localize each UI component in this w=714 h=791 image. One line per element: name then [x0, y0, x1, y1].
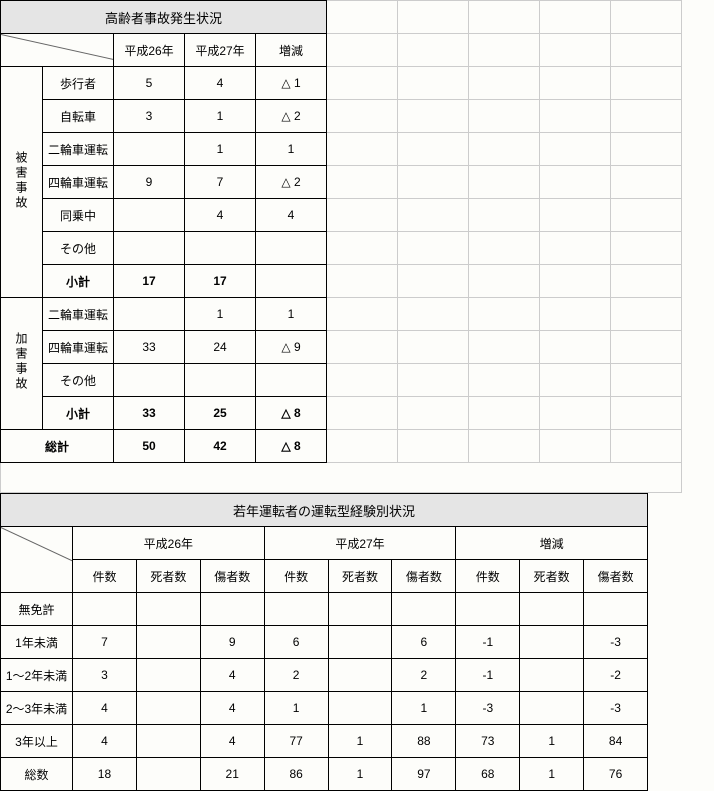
t1-cell: △ 2: [256, 100, 327, 133]
table-row: 無免許: [1, 593, 648, 626]
t1-cell: 4: [256, 199, 327, 232]
t2-title: 若年運転者の運転型経験別状況: [1, 494, 648, 527]
table-row: 総数 1821 86197 68176: [1, 758, 648, 791]
table-row: 2～3年未満 44 11 -3-3: [1, 692, 648, 725]
t1-row-label: 四輪車運転: [43, 331, 114, 364]
t1-row-label: 四輪車運転: [43, 166, 114, 199]
t1-row-label: その他: [43, 364, 114, 397]
t1-h26: 平成26年: [114, 34, 185, 67]
t1-cell: △ 2: [256, 166, 327, 199]
t1-row-label: 自転車: [43, 100, 114, 133]
t2-sub: 件数: [456, 560, 520, 593]
t1-cell: 4: [185, 67, 256, 100]
t2-row-label: 無免許: [1, 593, 73, 626]
table-row: 3年以上 44 77188 73184: [1, 725, 648, 758]
t1-cell: 33: [114, 397, 185, 430]
t1-cell: [114, 364, 185, 397]
table-row: 1年未満 79 66 -1-3: [1, 626, 648, 659]
t1-cell: [256, 232, 327, 265]
t1-cell: 1: [256, 133, 327, 166]
t1-cell: [114, 133, 185, 166]
t1-cell: 33: [114, 331, 185, 364]
t1-cell: 25: [185, 397, 256, 430]
t2-group-diff: 増減: [456, 527, 648, 560]
t1-cell: △ 9: [256, 331, 327, 364]
t2-sub: 死者数: [520, 560, 584, 593]
t2-group-h26: 平成26年: [73, 527, 265, 560]
t1-cell: [256, 265, 327, 298]
t1-row-label: 二輪車運転: [43, 133, 114, 166]
t1-cell: [185, 364, 256, 397]
t2-row-label: 総数: [1, 758, 73, 791]
t1-cell: 1: [185, 100, 256, 133]
t1-cell: 42: [185, 430, 256, 463]
t1-subtotal-label: 小計: [43, 265, 114, 298]
t2-sub: 死者数: [328, 560, 392, 593]
t1-subtotal-label: 小計: [43, 397, 114, 430]
t1-row-label: 同乗中: [43, 199, 114, 232]
t1-cell: [114, 298, 185, 331]
t1-cell: △ 1: [256, 67, 327, 100]
t2-row-label: 1年未満: [1, 626, 73, 659]
t1-cell: 9: [114, 166, 185, 199]
t2-sub: 死者数: [136, 560, 200, 593]
t2-sub: 傷者数: [584, 560, 648, 593]
t1-row-label: その他: [43, 232, 114, 265]
t2-row-label: 1～2年未満: [1, 659, 73, 692]
t2-sub: 件数: [73, 560, 137, 593]
t1-cell: [185, 232, 256, 265]
t1-diff: 増減: [256, 34, 327, 67]
t1-cell: [114, 232, 185, 265]
t1-cell: 1: [256, 298, 327, 331]
t1-cell: 4: [185, 199, 256, 232]
t2-row-label: 3年以上: [1, 725, 73, 758]
t1-victim-group: 被害事故: [1, 67, 43, 298]
t1-cell: [256, 364, 327, 397]
t2-row-label: 2～3年未満: [1, 692, 73, 725]
t1-perp-group: 加害事故: [1, 298, 43, 430]
t1-cell: 5: [114, 67, 185, 100]
t1-cell: 7: [185, 166, 256, 199]
t1-row-label: 二輪車運転: [43, 298, 114, 331]
t1-cell: 1: [185, 298, 256, 331]
t1-cell: 3: [114, 100, 185, 133]
t1-cell: △ 8: [256, 430, 327, 463]
t2-sub: 傷者数: [200, 560, 264, 593]
t1-cell: 17: [114, 265, 185, 298]
t1-diag-header: [1, 34, 114, 67]
t1-cell: 50: [114, 430, 185, 463]
young-driver-table: 若年運転者の運転型経験別状況 平成26年 平成27年 増減 件数 死者数 傷者数…: [0, 493, 648, 791]
elderly-accidents-table: 高齢者事故発生状況 平成26年 平成27年 増減 被害事故 歩行者 5 4 △ …: [0, 0, 682, 493]
t2-sub: 件数: [264, 560, 328, 593]
table-row: 1～2年未満 34 22 -1-2: [1, 659, 648, 692]
t1-cell: 1: [185, 133, 256, 166]
t1-cell: 24: [185, 331, 256, 364]
t1-h27: 平成27年: [185, 34, 256, 67]
t2-diag-header: [1, 527, 73, 593]
t1-cell: [114, 199, 185, 232]
t1-cell: 17: [185, 265, 256, 298]
t1-title: 高齢者事故発生状況: [1, 1, 327, 34]
t1-cell: △ 8: [256, 397, 327, 430]
t2-group-h27: 平成27年: [264, 527, 456, 560]
t1-row-label: 歩行者: [43, 67, 114, 100]
t1-total-label: 総計: [1, 430, 114, 463]
t2-sub: 傷者数: [392, 560, 456, 593]
